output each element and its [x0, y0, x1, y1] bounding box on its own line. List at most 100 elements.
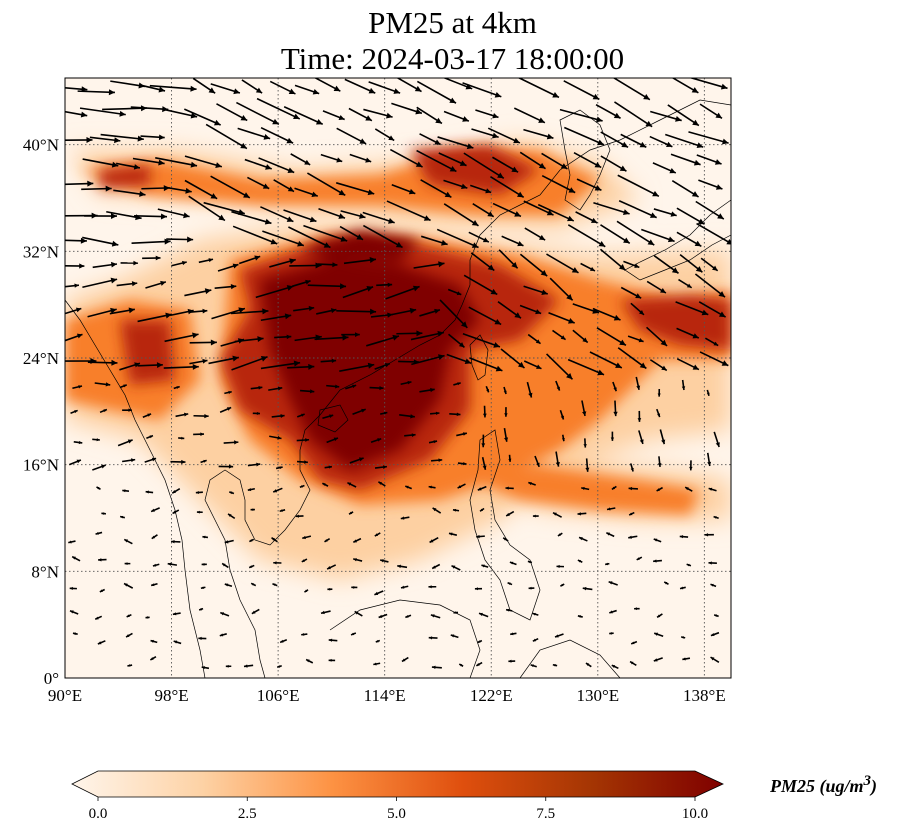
- wind-arrow: [505, 510, 515, 517]
- wind-arrow: [172, 509, 180, 515]
- wind-arrow: [374, 362, 391, 370]
- borneo-outline: [329, 599, 621, 678]
- wind-arrow: [457, 462, 467, 466]
- wind-arrow: [348, 107, 373, 122]
- wind-arrow: [322, 414, 334, 420]
- wind-arrow: [70, 409, 78, 415]
- wind-arrow: [247, 176, 270, 190]
- wind-arrow: [523, 285, 549, 295]
- wind-arrow: [224, 390, 232, 395]
- wind-arrow: [236, 101, 280, 126]
- wind-arrow: [157, 208, 190, 219]
- wind-arrow: [340, 210, 366, 219]
- wind-arrow: [119, 384, 128, 389]
- pm25-field: [65, 78, 731, 678]
- wind-arrow: [343, 257, 377, 265]
- wind-arrow: [72, 385, 83, 390]
- taiwan-outline: [469, 334, 489, 381]
- wind-arrow: [173, 640, 182, 645]
- wind-arrow: [690, 78, 728, 90]
- wind-arrow: [247, 462, 261, 467]
- wind-arrow: [258, 157, 295, 174]
- gridlines: [65, 78, 731, 678]
- wind-arrow: [475, 661, 483, 667]
- wind-arrow: [210, 175, 251, 199]
- wind-arrow: [541, 152, 568, 170]
- wind-arrow: [171, 260, 187, 267]
- wind-arrow: [352, 537, 362, 543]
- wind-arrow: [532, 514, 539, 518]
- wind-arrow: [170, 459, 186, 465]
- wind-arrow: [563, 126, 605, 146]
- wind-arrow: [178, 436, 185, 440]
- wind-arrow: [314, 334, 349, 341]
- wind-arrow: [448, 333, 465, 348]
- wind-arrow: [219, 406, 232, 413]
- wind-arrow: [232, 225, 278, 245]
- wind-arrow: [317, 262, 338, 268]
- wind-arrow: [234, 336, 264, 343]
- wind-arrow: [689, 460, 693, 471]
- wind-arrow: [184, 108, 221, 126]
- wind-arrow: [98, 558, 107, 562]
- wind-arrow: [127, 664, 133, 667]
- wind-arrow: [116, 281, 138, 287]
- wind-arrow: [241, 79, 263, 94]
- wind-arrow: [188, 195, 226, 222]
- wind-arrow: [713, 515, 719, 520]
- wind-arrow: [698, 301, 727, 318]
- wind-arrow: [275, 466, 283, 470]
- wind-arrow: [577, 512, 587, 516]
- wind-arrow: [99, 408, 108, 414]
- colorbar-tick-label: 7.5: [536, 806, 555, 822]
- wind-arrow: [684, 486, 693, 492]
- wind-arrow: [481, 564, 489, 568]
- wind-arrow: [82, 158, 119, 168]
- wind-arrow: [650, 110, 682, 122]
- wind-arrow: [606, 532, 615, 538]
- wind-arrow: [82, 277, 118, 289]
- wind-arrow: [273, 179, 295, 193]
- wind-arrow: [616, 220, 655, 246]
- wind-arrow: [679, 254, 703, 273]
- wind-arrow: [708, 561, 717, 565]
- wind-arrow: [65, 307, 82, 315]
- wind-arrow: [577, 559, 583, 563]
- wind-arrow: [706, 452, 712, 467]
- map-subtitle-time: Time: 2024-03-17 18:00:00: [280, 41, 625, 76]
- wind-arrow: [507, 581, 513, 586]
- wind-arrow: [220, 611, 230, 617]
- wind-arrow: [667, 104, 700, 127]
- wind-arrow: [145, 490, 154, 494]
- wind-arrow: [704, 337, 719, 347]
- wind-arrow: [641, 228, 675, 243]
- wind-arrow: [450, 634, 459, 639]
- wind-arrow: [470, 252, 495, 272]
- wind-arrow: [410, 330, 445, 341]
- wind-arrow: [469, 184, 492, 194]
- wind-arrow: [201, 562, 207, 566]
- wind-arrow: [272, 487, 283, 493]
- wind-arrow: [293, 305, 315, 312]
- wind-arrow: [675, 301, 709, 316]
- wind-arrow: [439, 299, 468, 329]
- wind-arrow: [498, 249, 519, 269]
- lon-tick-label: 106°E: [257, 686, 300, 705]
- wind-arrow: [200, 459, 207, 464]
- wind-arrow: [79, 107, 126, 117]
- wind-arrow: [524, 227, 546, 241]
- wind-arrow: [431, 665, 442, 670]
- wind-arrow: [302, 535, 312, 540]
- wind-arrow: [339, 225, 364, 241]
- wind-arrow: [200, 586, 206, 590]
- wind-arrow: [101, 512, 106, 515]
- wind-arrow: [307, 283, 347, 290]
- wind-arrow: [344, 78, 376, 94]
- wind-arrow: [202, 535, 209, 539]
- wind-arrow: [676, 231, 702, 247]
- wind-arrow: [695, 200, 725, 220]
- colorbar-label: PM25 (ug/m3): [770, 773, 878, 796]
- wind-arrow: [593, 201, 630, 215]
- wind-arrow: [124, 562, 131, 566]
